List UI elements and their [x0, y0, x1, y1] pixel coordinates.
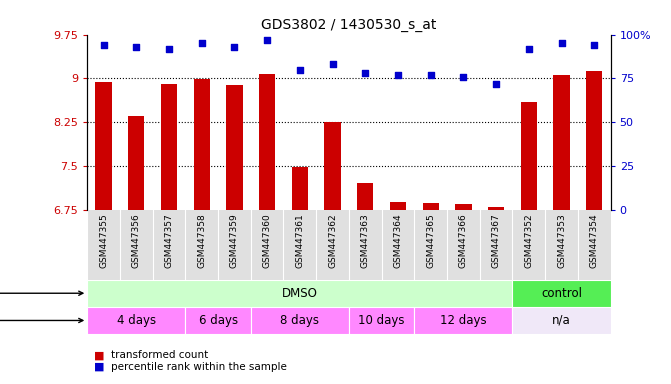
Text: ■: ■	[94, 362, 105, 372]
Bar	[292, 167, 308, 210]
Bar	[414, 307, 513, 334]
Text: GSM447365: GSM447365	[426, 213, 435, 268]
Text: GSM447354: GSM447354	[590, 213, 599, 268]
Point	[425, 72, 436, 78]
Bar	[521, 102, 537, 210]
Point	[262, 37, 272, 43]
Bar	[128, 116, 144, 210]
Text: GSM447366: GSM447366	[459, 213, 468, 268]
Bar	[586, 71, 603, 210]
Text: 6 days: 6 days	[199, 314, 238, 327]
Text: GSM447367: GSM447367	[492, 213, 501, 268]
Bar	[455, 204, 472, 210]
Bar	[513, 307, 611, 334]
Point	[327, 61, 338, 67]
Bar	[193, 79, 210, 210]
Text: GSM447355: GSM447355	[99, 213, 108, 268]
Point	[491, 81, 501, 87]
Bar	[423, 203, 439, 210]
Text: GSM447358: GSM447358	[197, 213, 206, 268]
Bar	[488, 207, 505, 210]
Text: growth protocol: growth protocol	[0, 288, 83, 298]
Bar	[95, 83, 112, 210]
Point	[556, 40, 567, 46]
Bar	[259, 74, 275, 210]
Text: GSM447362: GSM447362	[328, 213, 337, 268]
Bar	[390, 202, 406, 210]
Point	[295, 66, 305, 73]
Text: GSM447359: GSM447359	[230, 213, 239, 268]
Text: GSM447360: GSM447360	[262, 213, 272, 268]
Bar	[226, 85, 243, 210]
Point	[360, 70, 370, 76]
Point	[131, 44, 142, 50]
Text: DMSO: DMSO	[282, 287, 318, 300]
Text: time: time	[0, 316, 83, 326]
Bar	[324, 122, 341, 210]
Text: n/a: n/a	[552, 314, 571, 327]
Text: control: control	[541, 287, 582, 300]
Bar	[251, 307, 349, 334]
Point	[523, 45, 534, 51]
Text: percentile rank within the sample: percentile rank within the sample	[111, 362, 287, 372]
Text: GSM447364: GSM447364	[393, 213, 403, 268]
Text: GSM447352: GSM447352	[524, 213, 533, 268]
Bar	[513, 280, 611, 307]
Text: GSM447363: GSM447363	[361, 213, 370, 268]
Bar	[161, 84, 177, 210]
Bar	[87, 307, 185, 334]
Bar	[554, 75, 570, 210]
Text: 10 days: 10 days	[358, 314, 405, 327]
Text: GSM447361: GSM447361	[295, 213, 305, 268]
Text: GSM447356: GSM447356	[132, 213, 141, 268]
Bar	[185, 307, 251, 334]
Text: GSM447353: GSM447353	[557, 213, 566, 268]
Text: 8 days: 8 days	[280, 314, 319, 327]
Point	[458, 73, 469, 79]
Text: ■: ■	[94, 350, 105, 360]
Point	[98, 42, 109, 48]
Point	[589, 42, 600, 48]
Bar	[87, 280, 513, 307]
Text: 12 days: 12 days	[440, 314, 486, 327]
Point	[229, 44, 240, 50]
Point	[197, 40, 207, 46]
Text: GSM447357: GSM447357	[164, 213, 174, 268]
Bar	[349, 307, 415, 334]
Text: 4 days: 4 days	[117, 314, 156, 327]
Point	[393, 72, 403, 78]
Point	[164, 45, 174, 51]
Bar	[357, 183, 374, 210]
Title: GDS3802 / 1430530_s_at: GDS3802 / 1430530_s_at	[261, 18, 437, 32]
Text: transformed count: transformed count	[111, 350, 208, 360]
